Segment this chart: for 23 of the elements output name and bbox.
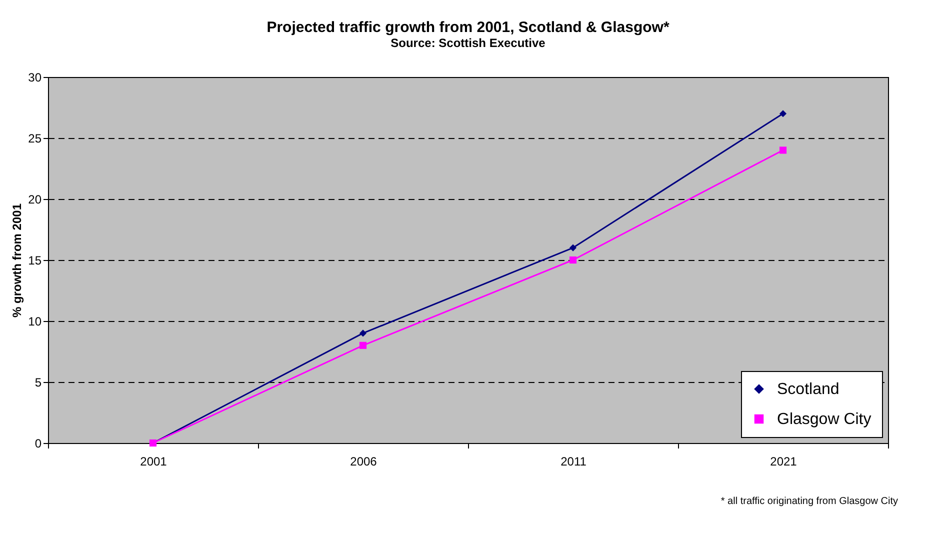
x-tick-label: 2011: [560, 454, 587, 468]
y-tick-label: 25: [28, 132, 42, 146]
chart-subtitle: Source: Scottish Executive: [390, 36, 546, 50]
x-tick-label: 2001: [140, 454, 168, 468]
y-tick-label: 0: [34, 436, 42, 450]
point: [569, 244, 577, 252]
point: [779, 110, 787, 118]
point: [569, 256, 577, 264]
legend-label: Glasgow City: [777, 411, 872, 428]
y-tick-label: 15: [28, 254, 42, 268]
x-tick-label: 2006: [350, 454, 378, 468]
x-tick-label: 2021: [770, 454, 798, 468]
y-tick-label: 5: [34, 376, 42, 390]
point: [779, 146, 787, 154]
point: [359, 330, 367, 337]
chart-title: Projected traffic growth from 2001, Scotland & Glasgow*: [266, 19, 670, 36]
legend-label: Scotland: [777, 381, 840, 398]
text: * all traffic originating from Glasgow City: [720, 496, 898, 507]
y-axis-title: % growth from 2001: [10, 203, 24, 318]
y-tick-label: 10: [28, 314, 42, 328]
y-tick-label: 20: [28, 192, 42, 206]
y-tick-label: 30: [28, 70, 42, 84]
point: [359, 342, 367, 349]
